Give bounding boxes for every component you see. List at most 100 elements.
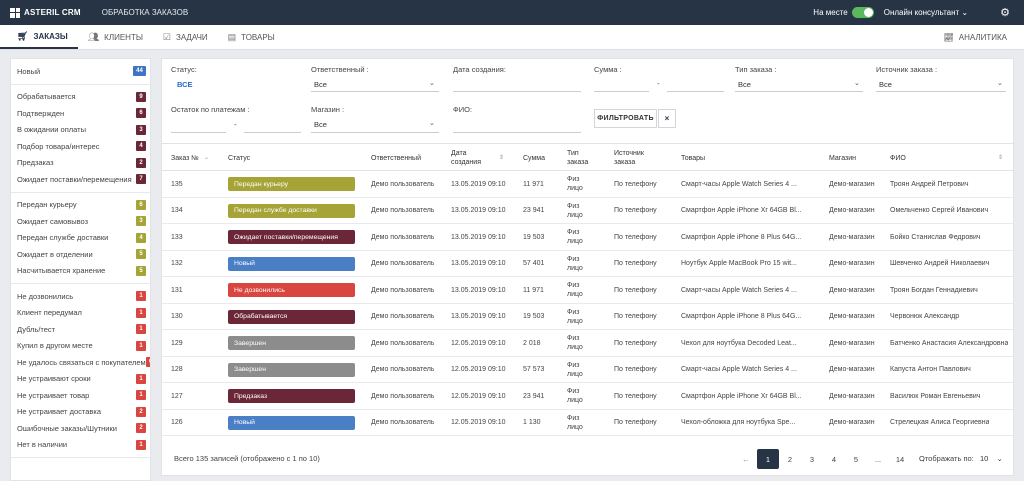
cell-order-number[interactable]: 131 — [171, 286, 183, 294]
cell-order-number[interactable]: 126 — [171, 419, 183, 427]
sidebar-status-item[interactable]: Купил в другом месте 1 — [11, 338, 150, 355]
status-badge[interactable]: Новый — [228, 256, 355, 271]
sidebar-status-item[interactable]: Новый 44 — [11, 63, 150, 80]
sidebar-status-item[interactable]: Передан службе доставки 4 — [11, 230, 150, 247]
page-button[interactable]: 2 — [787, 454, 793, 464]
cell-order-number[interactable]: 133 — [171, 233, 183, 241]
header-shop[interactable]: Магазин — [829, 154, 857, 162]
sum-to-input[interactable] — [667, 91, 724, 92]
page-button[interactable]: 14 — [895, 454, 905, 464]
sidebar-status-item[interactable]: Ожидает в отделении 5 — [11, 246, 150, 263]
status-badge[interactable]: Обрабатывается — [228, 309, 355, 324]
chevron-down-icon: ⌄ — [961, 8, 969, 17]
tab-goods[interactable]: ▤ ТОВАРЫ — [218, 25, 285, 49]
status-badge[interactable]: Завершен — [228, 336, 355, 350]
status-filter-value[interactable]: ВСЕ — [177, 80, 193, 89]
tab-clients[interactable]: 👥︎ КЛИЕНТЫ — [78, 25, 153, 49]
tab-tasks[interactable]: ☑ ЗАДАЧИ — [153, 25, 218, 49]
sidebar-status-item[interactable]: Передан курьеру 6 — [11, 197, 150, 214]
sidebar-status-item[interactable]: Подтвержден 6 — [11, 105, 150, 122]
table-row[interactable]: Новый 132 Демо пользователь 13.05.2019 09:1… — [162, 251, 1015, 277]
nav-orders-processing[interactable]: ОБРАБОТКА ЗАКАЗОВ — [101, 8, 189, 17]
sidebar-status-item[interactable]: Предзаказ 2 — [11, 155, 150, 172]
sidebar-status-item[interactable]: Не дозвонились 1 — [11, 288, 150, 305]
cell-order-number[interactable]: 134 — [171, 207, 183, 215]
sidebar-status-item[interactable]: Насчитывается хранение 5 — [11, 263, 150, 280]
sidebar-status-item[interactable]: Ожидает поставки/перемещения 7 — [11, 171, 150, 188]
page-button[interactable]: 3 — [809, 454, 815, 464]
shop-filter-select[interactable]: Все — [314, 120, 327, 129]
sidebar-status-item[interactable]: Не удалось связаться с покупателем0 — [11, 354, 150, 371]
online-consultant-dropdown[interactable]: Онлайн консультант ⌄ — [884, 8, 968, 17]
table-row[interactable]: Обрабатывается 130 Демо пользователь 13.05.… — [162, 304, 1015, 330]
sidebar-status-item[interactable]: Обрабатывается 9 — [11, 89, 150, 106]
cell-order-number[interactable]: 132 — [171, 260, 183, 268]
table-row[interactable]: Новый 126 Демо пользователь 12.05.2019 09:1… — [162, 410, 1015, 436]
sidebar-status-item[interactable]: Дубль/тест 1 — [11, 321, 150, 338]
sidebar-status-item[interactable]: Не устраивают сроки 1 — [11, 371, 150, 388]
clear-filters-button[interactable]: × — [658, 109, 676, 128]
filter-button[interactable]: ФИЛЬТРОВАТЬ — [594, 109, 657, 128]
sum-from-input[interactable] — [594, 91, 649, 92]
sort-icon[interactable]: ⇕ — [998, 155, 1004, 161]
per-page-select[interactable]: 10 ⌄ — [980, 454, 1003, 463]
header-created[interactable]: Дата создания — [451, 150, 481, 166]
header-goods[interactable]: Товары — [681, 154, 706, 162]
next-page-button[interactable]: → — [918, 454, 926, 464]
sidebar-status-item[interactable]: Нет в наличии 1 — [11, 437, 150, 454]
sidebar-status-label: Ошибочные заказы/Шутники — [17, 423, 117, 433]
cell-order-number[interactable]: 130 — [171, 313, 183, 321]
status-badge[interactable]: Передан курьеру — [228, 177, 355, 191]
tab-analytics[interactable]: 📈︎ АНАЛИТИКА — [944, 25, 1007, 50]
header-responsible[interactable]: Ответственный — [371, 154, 421, 162]
header-fio[interactable]: ФИО — [890, 154, 906, 162]
sidebar-status-item[interactable]: Ошибочные заказы/Шутники 2 — [11, 420, 150, 437]
status-badge[interactable]: Ожидает поставки/перемещения — [228, 230, 355, 244]
online-toggle[interactable] — [851, 7, 874, 18]
status-badge[interactable]: Передан службе доставки — [228, 203, 355, 218]
table-row[interactable]: Предзаказ 127 Демо пользователь 12.05.2019 … — [162, 383, 1015, 410]
status-badge[interactable]: Предзаказ — [228, 389, 355, 403]
brand-logo[interactable]: ASTERIL CRM — [10, 7, 81, 18]
header-status[interactable]: Статус — [228, 154, 251, 162]
sort-icon[interactable]: ⇕ — [499, 155, 505, 161]
page-button[interactable]: 4 — [831, 454, 837, 464]
tab-orders[interactable]: 🛒︎ ЗАКАЗЫ — [0, 25, 78, 49]
fio-filter-input[interactable] — [453, 132, 581, 133]
page-button[interactable]: ... — [874, 454, 882, 464]
sidebar-status-item[interactable]: В ожидании оплаты 3 — [11, 122, 150, 139]
page-button[interactable]: 5 — [853, 454, 859, 464]
sidebar-status-item[interactable]: Не устраивает доставка 2 — [11, 404, 150, 421]
balance-to-input[interactable] — [244, 132, 301, 133]
page-button[interactable]: 1 — [757, 449, 779, 469]
table-row[interactable]: Передан службе доставки 134 Демо пользоват… — [162, 198, 1015, 224]
balance-from-input[interactable] — [171, 132, 226, 133]
header-order-number[interactable]: Заказ № — [171, 144, 199, 172]
source-filter-select[interactable]: Все — [879, 80, 892, 89]
gear-icon[interactable]: ⚙ — [1000, 7, 1010, 19]
status-badge[interactable]: Не дозвонились — [228, 283, 355, 297]
table-row[interactable]: Ожидает поставки/перемещения 133 Демо поль… — [162, 224, 1015, 251]
cell-order-number[interactable]: 128 — [171, 366, 183, 374]
prev-page-button[interactable]: ← — [742, 454, 750, 464]
header-sum[interactable]: Сумма — [523, 154, 545, 162]
table-row[interactable]: Завершен 128 Демо пользователь 12.05.2019 0… — [162, 357, 1015, 383]
table-row[interactable]: Передан курьеру 135 Демо пользователь 13.05… — [162, 171, 1015, 198]
table-row[interactable]: Не дозвонились 131 Демо пользователь 13.05.… — [162, 277, 1015, 304]
status-badge[interactable]: Новый — [228, 415, 355, 430]
sidebar-status-item[interactable]: Подбор товара/интерес 4 — [11, 138, 150, 155]
sort-down-icon[interactable]: ⌄ — [204, 155, 210, 161]
cell-order-number[interactable]: 135 — [171, 180, 183, 188]
responsible-filter-select[interactable]: Все — [314, 80, 327, 89]
sidebar-status-item[interactable]: Ожидает самовывоз 3 — [11, 213, 150, 230]
cell-order-number[interactable]: 129 — [171, 339, 183, 347]
created-filter-input[interactable] — [453, 91, 581, 92]
order-type-filter-select[interactable]: Все — [738, 80, 751, 89]
header-source[interactable]: Источник заказа — [614, 150, 644, 166]
cell-order-number[interactable]: 127 — [171, 392, 183, 400]
header-type[interactable]: Тип заказа — [567, 150, 589, 166]
status-badge[interactable]: Завершен — [228, 362, 355, 377]
sidebar-status-item[interactable]: Клиент передумал 1 — [11, 305, 150, 322]
table-row[interactable]: Завершен 129 Демо пользователь 12.05.2019 0… — [162, 330, 1015, 357]
sidebar-status-item[interactable]: Не устраивает товар 1 — [11, 387, 150, 404]
